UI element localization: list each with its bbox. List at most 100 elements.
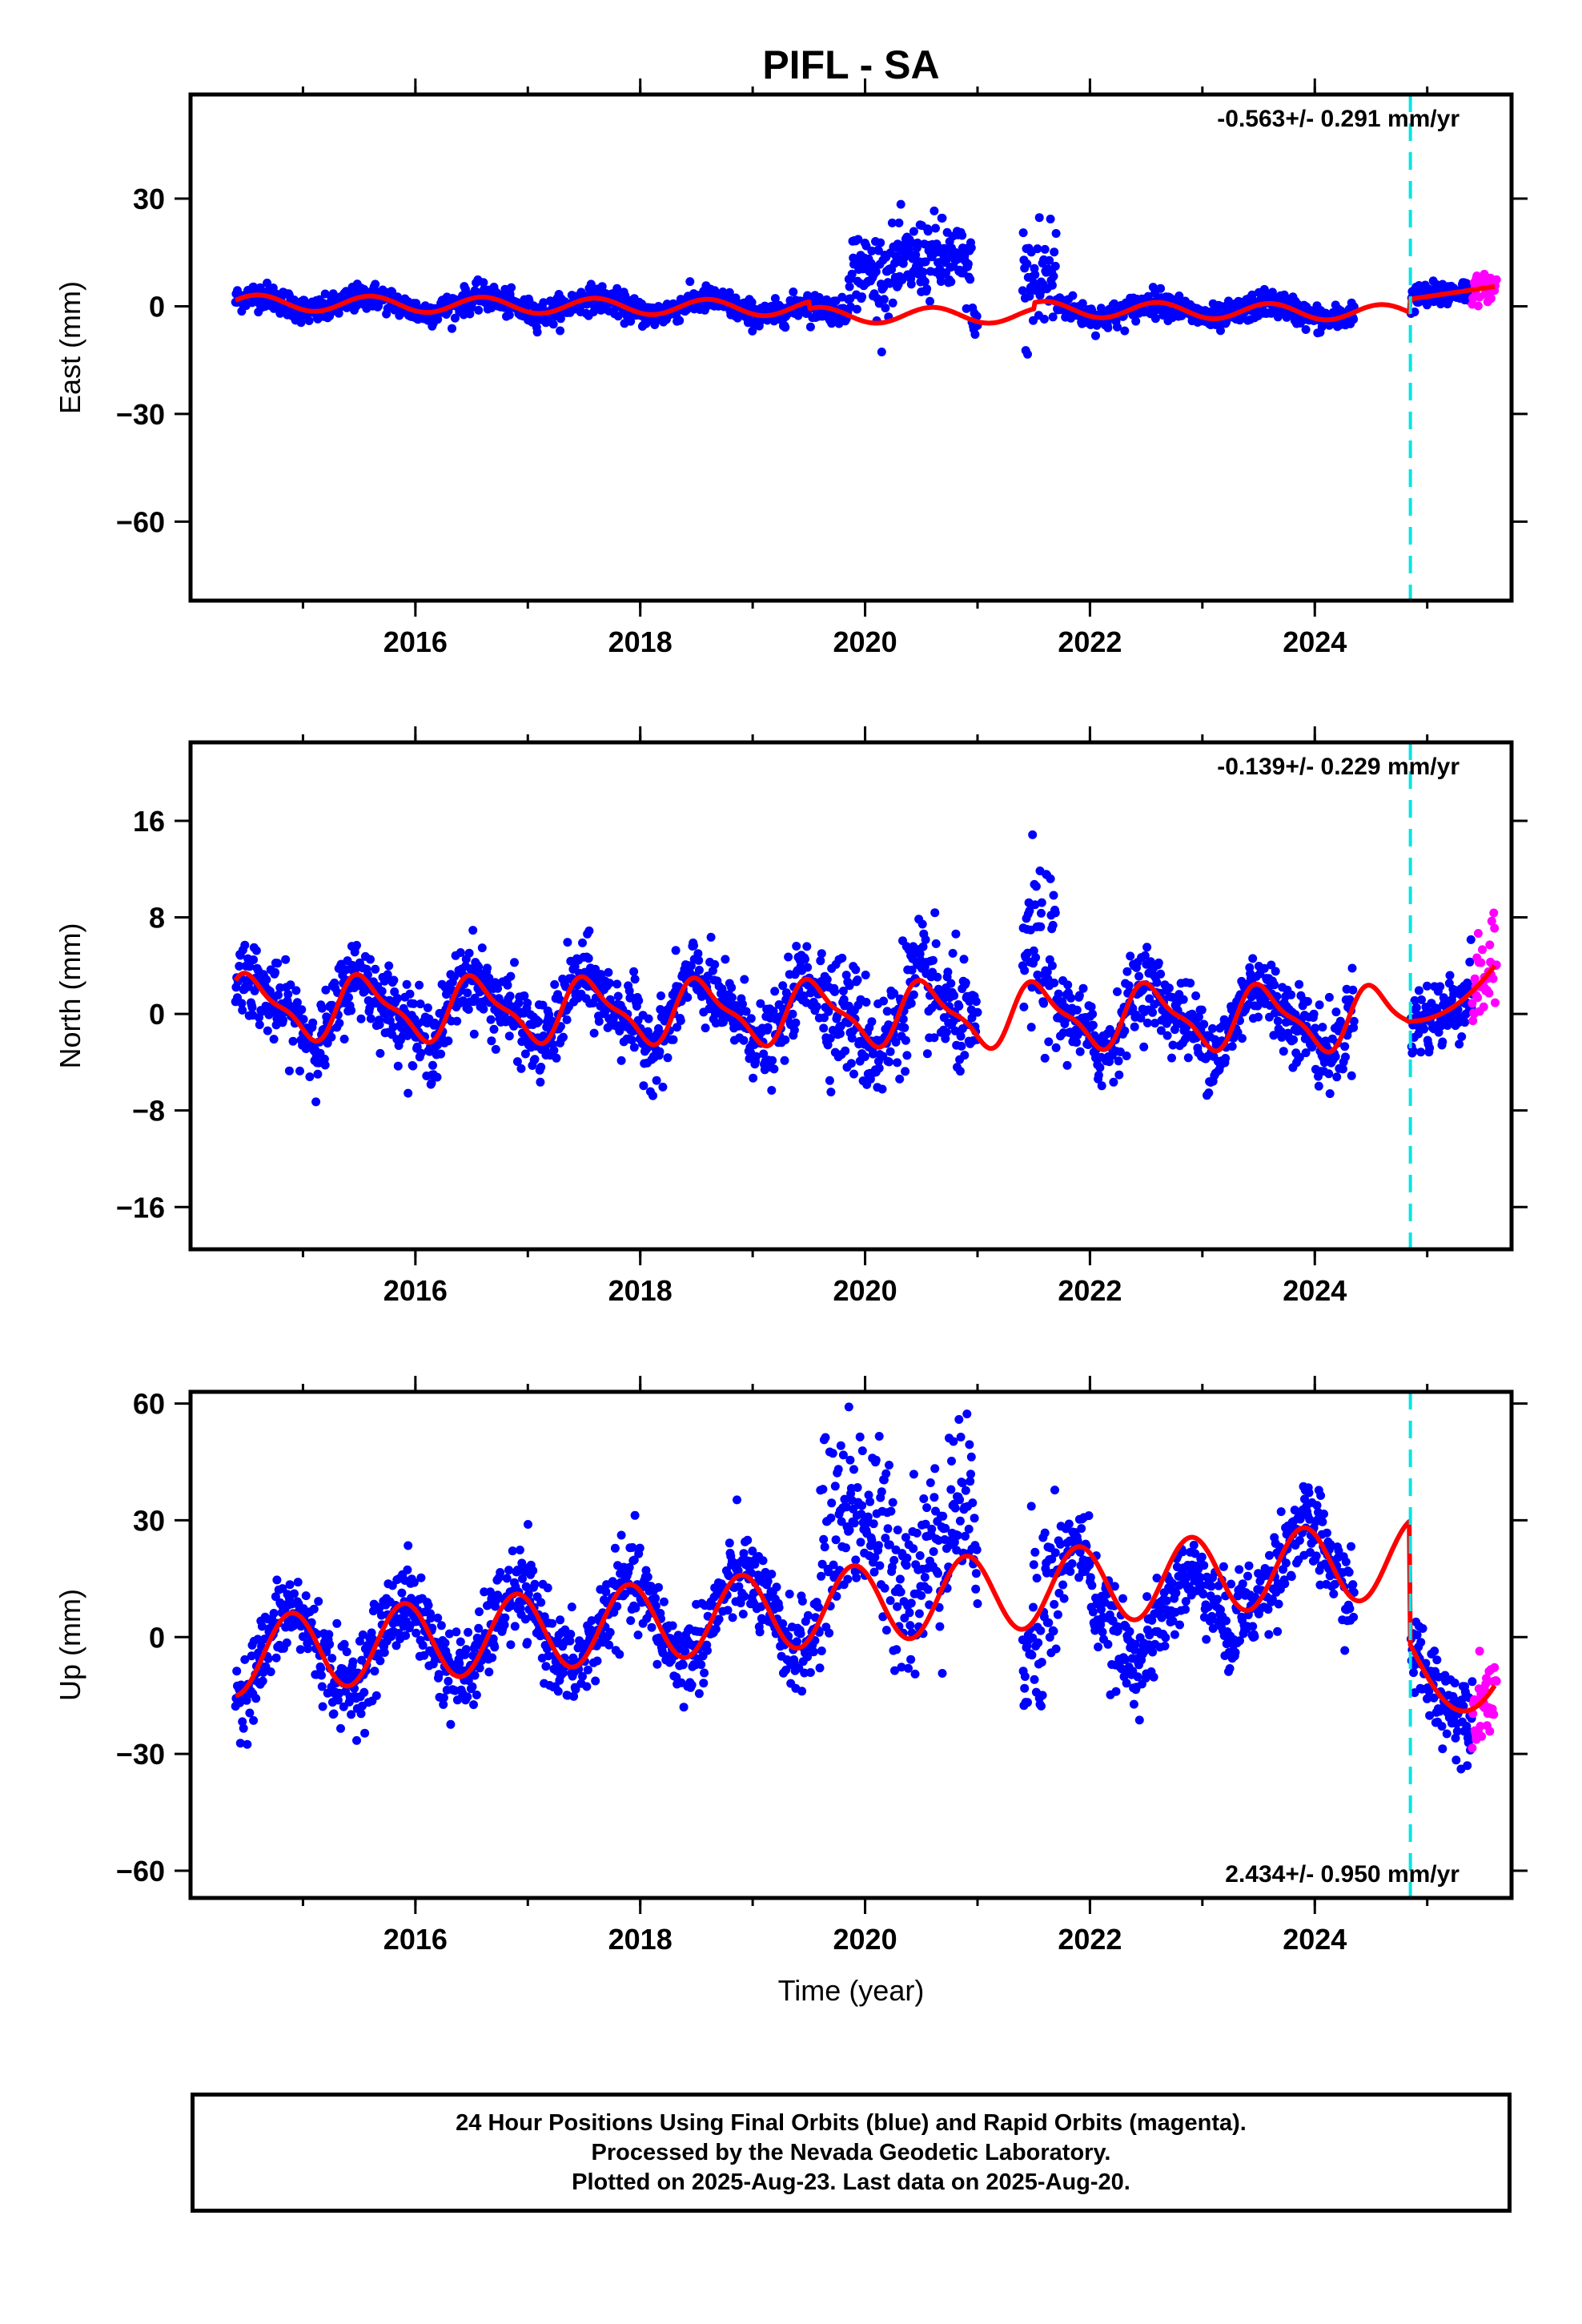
north-plot-frame bbox=[188, 740, 1514, 1252]
final-orbit-point bbox=[1031, 953, 1041, 963]
final-orbit-point bbox=[894, 218, 904, 227]
final-orbit-point bbox=[919, 1494, 929, 1503]
final-orbit-point bbox=[909, 227, 918, 236]
final-orbit-point bbox=[408, 1061, 418, 1071]
final-orbit-point bbox=[448, 324, 456, 333]
east-rate-label: -0.563+/- 0.291 mm/yr bbox=[1217, 106, 1460, 132]
final-orbit-point bbox=[841, 1046, 850, 1055]
final-orbit-point bbox=[946, 979, 956, 988]
final-orbit-point bbox=[942, 1027, 951, 1037]
final-orbit-point bbox=[303, 1644, 312, 1654]
final-orbit-point bbox=[923, 1585, 933, 1594]
final-orbit-point bbox=[821, 1433, 830, 1442]
final-orbit-point bbox=[321, 985, 331, 995]
final-orbit-point bbox=[469, 1700, 478, 1710]
final-orbit-point bbox=[463, 988, 472, 998]
final-orbit-point bbox=[1309, 1009, 1319, 1019]
final-orbit-point bbox=[1048, 920, 1058, 930]
final-orbit-point bbox=[629, 1043, 639, 1052]
final-orbit-point bbox=[472, 1691, 481, 1699]
final-orbit-point bbox=[849, 1465, 858, 1474]
final-orbit-point bbox=[689, 941, 698, 951]
final-orbit-point bbox=[251, 946, 261, 955]
final-orbit-point bbox=[956, 1031, 966, 1041]
final-orbit-point bbox=[1435, 982, 1445, 991]
final-orbit-point bbox=[405, 989, 415, 999]
final-orbit-point bbox=[1331, 1007, 1341, 1017]
final-orbit-point bbox=[371, 279, 380, 289]
final-orbit-point bbox=[344, 993, 353, 1002]
final-orbit-point bbox=[491, 1044, 500, 1054]
final-orbit-point bbox=[1113, 987, 1122, 996]
final-orbit-point bbox=[465, 309, 475, 319]
final-orbit-point bbox=[1037, 908, 1046, 918]
final-orbit-point bbox=[954, 1001, 964, 1011]
final-orbit-point bbox=[950, 991, 959, 1000]
final-orbit-point bbox=[728, 1613, 737, 1622]
final-orbit-point bbox=[629, 967, 639, 976]
final-orbit-point bbox=[329, 1709, 339, 1719]
final-orbit-point bbox=[342, 1647, 351, 1657]
final-orbit-point bbox=[1134, 971, 1144, 981]
final-orbit-point bbox=[926, 296, 934, 306]
final-orbit-point bbox=[827, 1498, 837, 1508]
rapid-orbit-point bbox=[1492, 275, 1501, 284]
final-orbit-point bbox=[725, 1538, 734, 1548]
final-orbit-point bbox=[883, 1524, 893, 1534]
final-orbit-point bbox=[1072, 1038, 1082, 1047]
final-orbit-point bbox=[1028, 830, 1038, 839]
final-orbit-point bbox=[879, 996, 889, 1006]
east-y-axis-title: East (mm) bbox=[54, 281, 86, 414]
x-tick-label: 2016 bbox=[383, 625, 448, 658]
final-orbit-point bbox=[616, 1055, 626, 1065]
final-orbit-point bbox=[1054, 989, 1063, 999]
final-orbit-point bbox=[825, 1076, 834, 1085]
final-orbit-point bbox=[942, 255, 951, 264]
final-orbit-point bbox=[763, 1023, 773, 1032]
final-orbit-point bbox=[857, 1501, 867, 1510]
final-orbit-point bbox=[819, 1534, 829, 1544]
final-orbit-point bbox=[685, 277, 695, 287]
final-orbit-point bbox=[1438, 1037, 1447, 1047]
final-orbit-point bbox=[404, 1541, 413, 1550]
final-orbit-point bbox=[1026, 1023, 1036, 1032]
final-orbit-point bbox=[1020, 966, 1030, 975]
final-orbit-point bbox=[911, 250, 921, 259]
final-orbit-point bbox=[1034, 213, 1044, 223]
final-orbit-point bbox=[384, 961, 394, 971]
final-orbit-point bbox=[1457, 1032, 1467, 1041]
final-orbit-point bbox=[886, 1506, 896, 1516]
final-orbit-point bbox=[817, 949, 826, 959]
final-orbit-point bbox=[1332, 1072, 1342, 1082]
final-orbit-point bbox=[877, 1487, 886, 1497]
final-orbit-point bbox=[1047, 280, 1057, 290]
final-orbit-point bbox=[1197, 1005, 1207, 1015]
y-tick-label: 16 bbox=[133, 805, 165, 838]
final-orbit-point bbox=[556, 326, 565, 336]
final-orbit-point bbox=[1050, 261, 1060, 271]
final-orbit-point bbox=[240, 940, 250, 950]
final-orbit-point bbox=[309, 1604, 319, 1614]
final-orbit-point bbox=[1142, 943, 1152, 952]
final-orbit-point bbox=[946, 277, 956, 287]
final-orbit-point bbox=[1348, 985, 1358, 995]
final-orbit-point bbox=[1078, 299, 1087, 308]
final-orbit-point bbox=[1271, 967, 1280, 976]
final-orbit-point bbox=[928, 955, 938, 965]
final-orbit-point bbox=[902, 1554, 912, 1562]
final-orbit-point bbox=[723, 1606, 733, 1615]
final-orbit-point bbox=[643, 1572, 652, 1582]
final-orbit-point bbox=[931, 939, 941, 948]
final-orbit-point bbox=[486, 1015, 496, 1024]
final-orbit-point bbox=[963, 259, 973, 269]
final-orbit-point bbox=[679, 1703, 689, 1712]
final-orbit-point bbox=[563, 938, 572, 947]
final-orbit-point bbox=[873, 1541, 883, 1550]
final-orbit-point bbox=[867, 1017, 877, 1027]
final-orbit-point bbox=[936, 277, 946, 286]
final-orbit-point bbox=[650, 320, 660, 329]
final-orbit-point bbox=[483, 963, 492, 973]
final-orbit-point bbox=[655, 1047, 665, 1056]
final-orbit-point bbox=[468, 926, 478, 935]
